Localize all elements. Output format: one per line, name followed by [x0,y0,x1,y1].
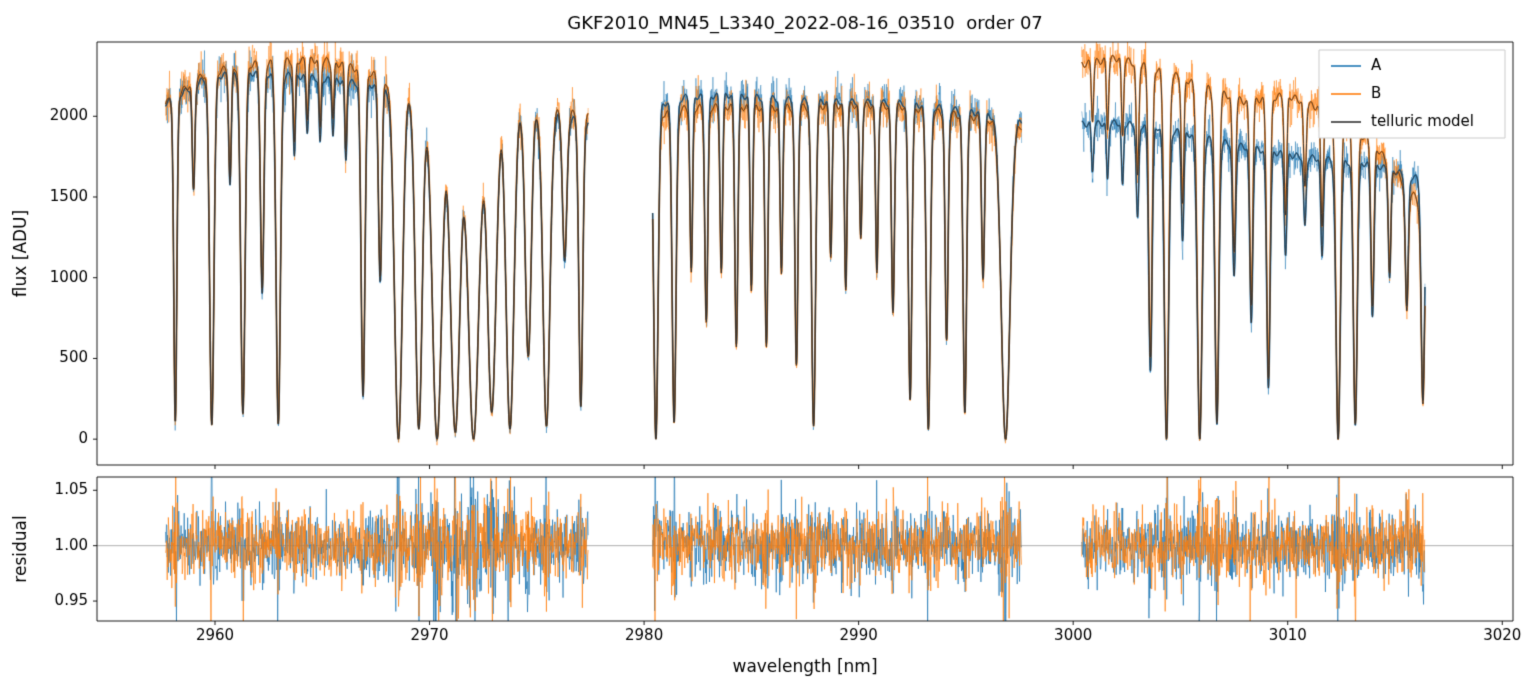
spectrum-figure [0,0,1526,696]
spectrum-chart-canvas [0,0,1526,696]
